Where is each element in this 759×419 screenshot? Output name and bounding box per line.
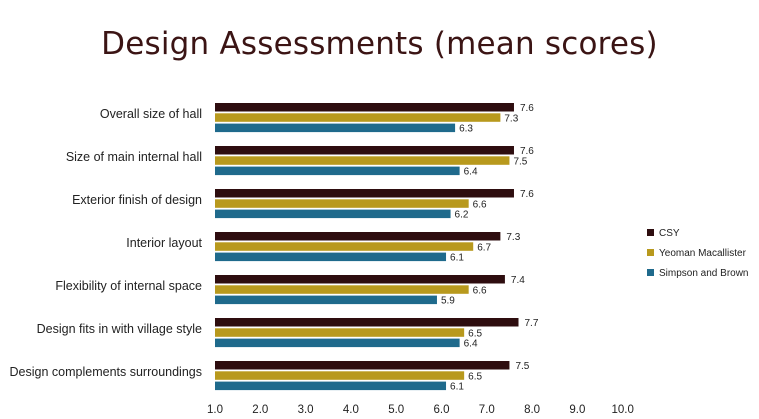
data-label: 6.2 [455,210,469,221]
data-label: 6.3 [459,124,473,135]
bar [215,295,437,305]
data-label: 7.7 [525,318,539,329]
bar [215,209,451,219]
data-label: 7.4 [511,275,525,286]
category-label: Flexibility of internal space [55,279,202,293]
bar [215,103,514,112]
x-tick-label: 8.0 [524,404,540,416]
data-label: 6.5 [468,328,482,339]
data-label: 6.4 [464,167,478,178]
legend-swatch [647,269,654,276]
legend-swatch [647,229,654,236]
x-tick-label: 10.0 [612,404,634,416]
data-label: 6.1 [450,253,464,264]
category-label: Design fits in with village style [37,322,202,336]
legend-entry: CSY [659,228,680,239]
x-tick-label: 3.0 [298,404,314,416]
category-label: Interior layout [126,236,202,250]
data-label: 7.3 [504,113,518,124]
data-label: 6.7 [477,242,491,253]
category-label: Size of main internal hall [66,150,202,164]
bar [215,232,501,241]
data-label: 6.5 [468,371,482,382]
legend-entry: Yeoman Macallister [659,248,747,259]
legend-swatch [647,249,654,256]
bar [215,318,519,327]
x-tick-label: 5.0 [388,404,404,416]
x-tick-label: 9.0 [569,404,585,416]
bar [215,328,465,337]
bar [215,381,447,391]
bar [215,361,510,370]
data-label: 7.5 [515,361,529,372]
data-label: 7.3 [506,232,520,243]
x-tick-label: 2.0 [252,404,268,416]
data-label: 6.6 [473,285,487,296]
bar [215,113,501,122]
bar [215,199,469,208]
data-label: 7.6 [520,189,534,200]
data-label: 7.6 [520,103,534,114]
data-label: 6.6 [473,199,487,210]
x-tick-label: 1.0 [207,404,223,416]
data-label: 7.5 [513,156,527,167]
bar [215,123,456,133]
data-label: 6.1 [450,382,464,393]
category-label: Design complements surroundings [10,365,202,379]
bar [215,156,510,165]
bar [215,275,505,284]
data-label: 6.4 [464,339,478,350]
x-tick-label: 7.0 [479,404,495,416]
legend-entry: Simpson and Brown [659,268,749,279]
category-label: Overall size of hall [100,107,202,121]
bar [215,166,460,176]
bar [215,146,514,155]
bar [215,242,474,251]
bar [215,285,469,294]
chart-title: Design Assessments (mean scores) [101,26,658,62]
bar [215,189,514,198]
bar [215,252,447,262]
bar [215,338,460,348]
data-label: 5.9 [441,296,455,307]
category-label: Exterior finish of design [72,193,202,207]
x-tick-label: 6.0 [434,404,450,416]
bar [215,371,465,380]
data-label: 7.6 [520,146,534,157]
x-tick-label: 4.0 [343,404,359,416]
